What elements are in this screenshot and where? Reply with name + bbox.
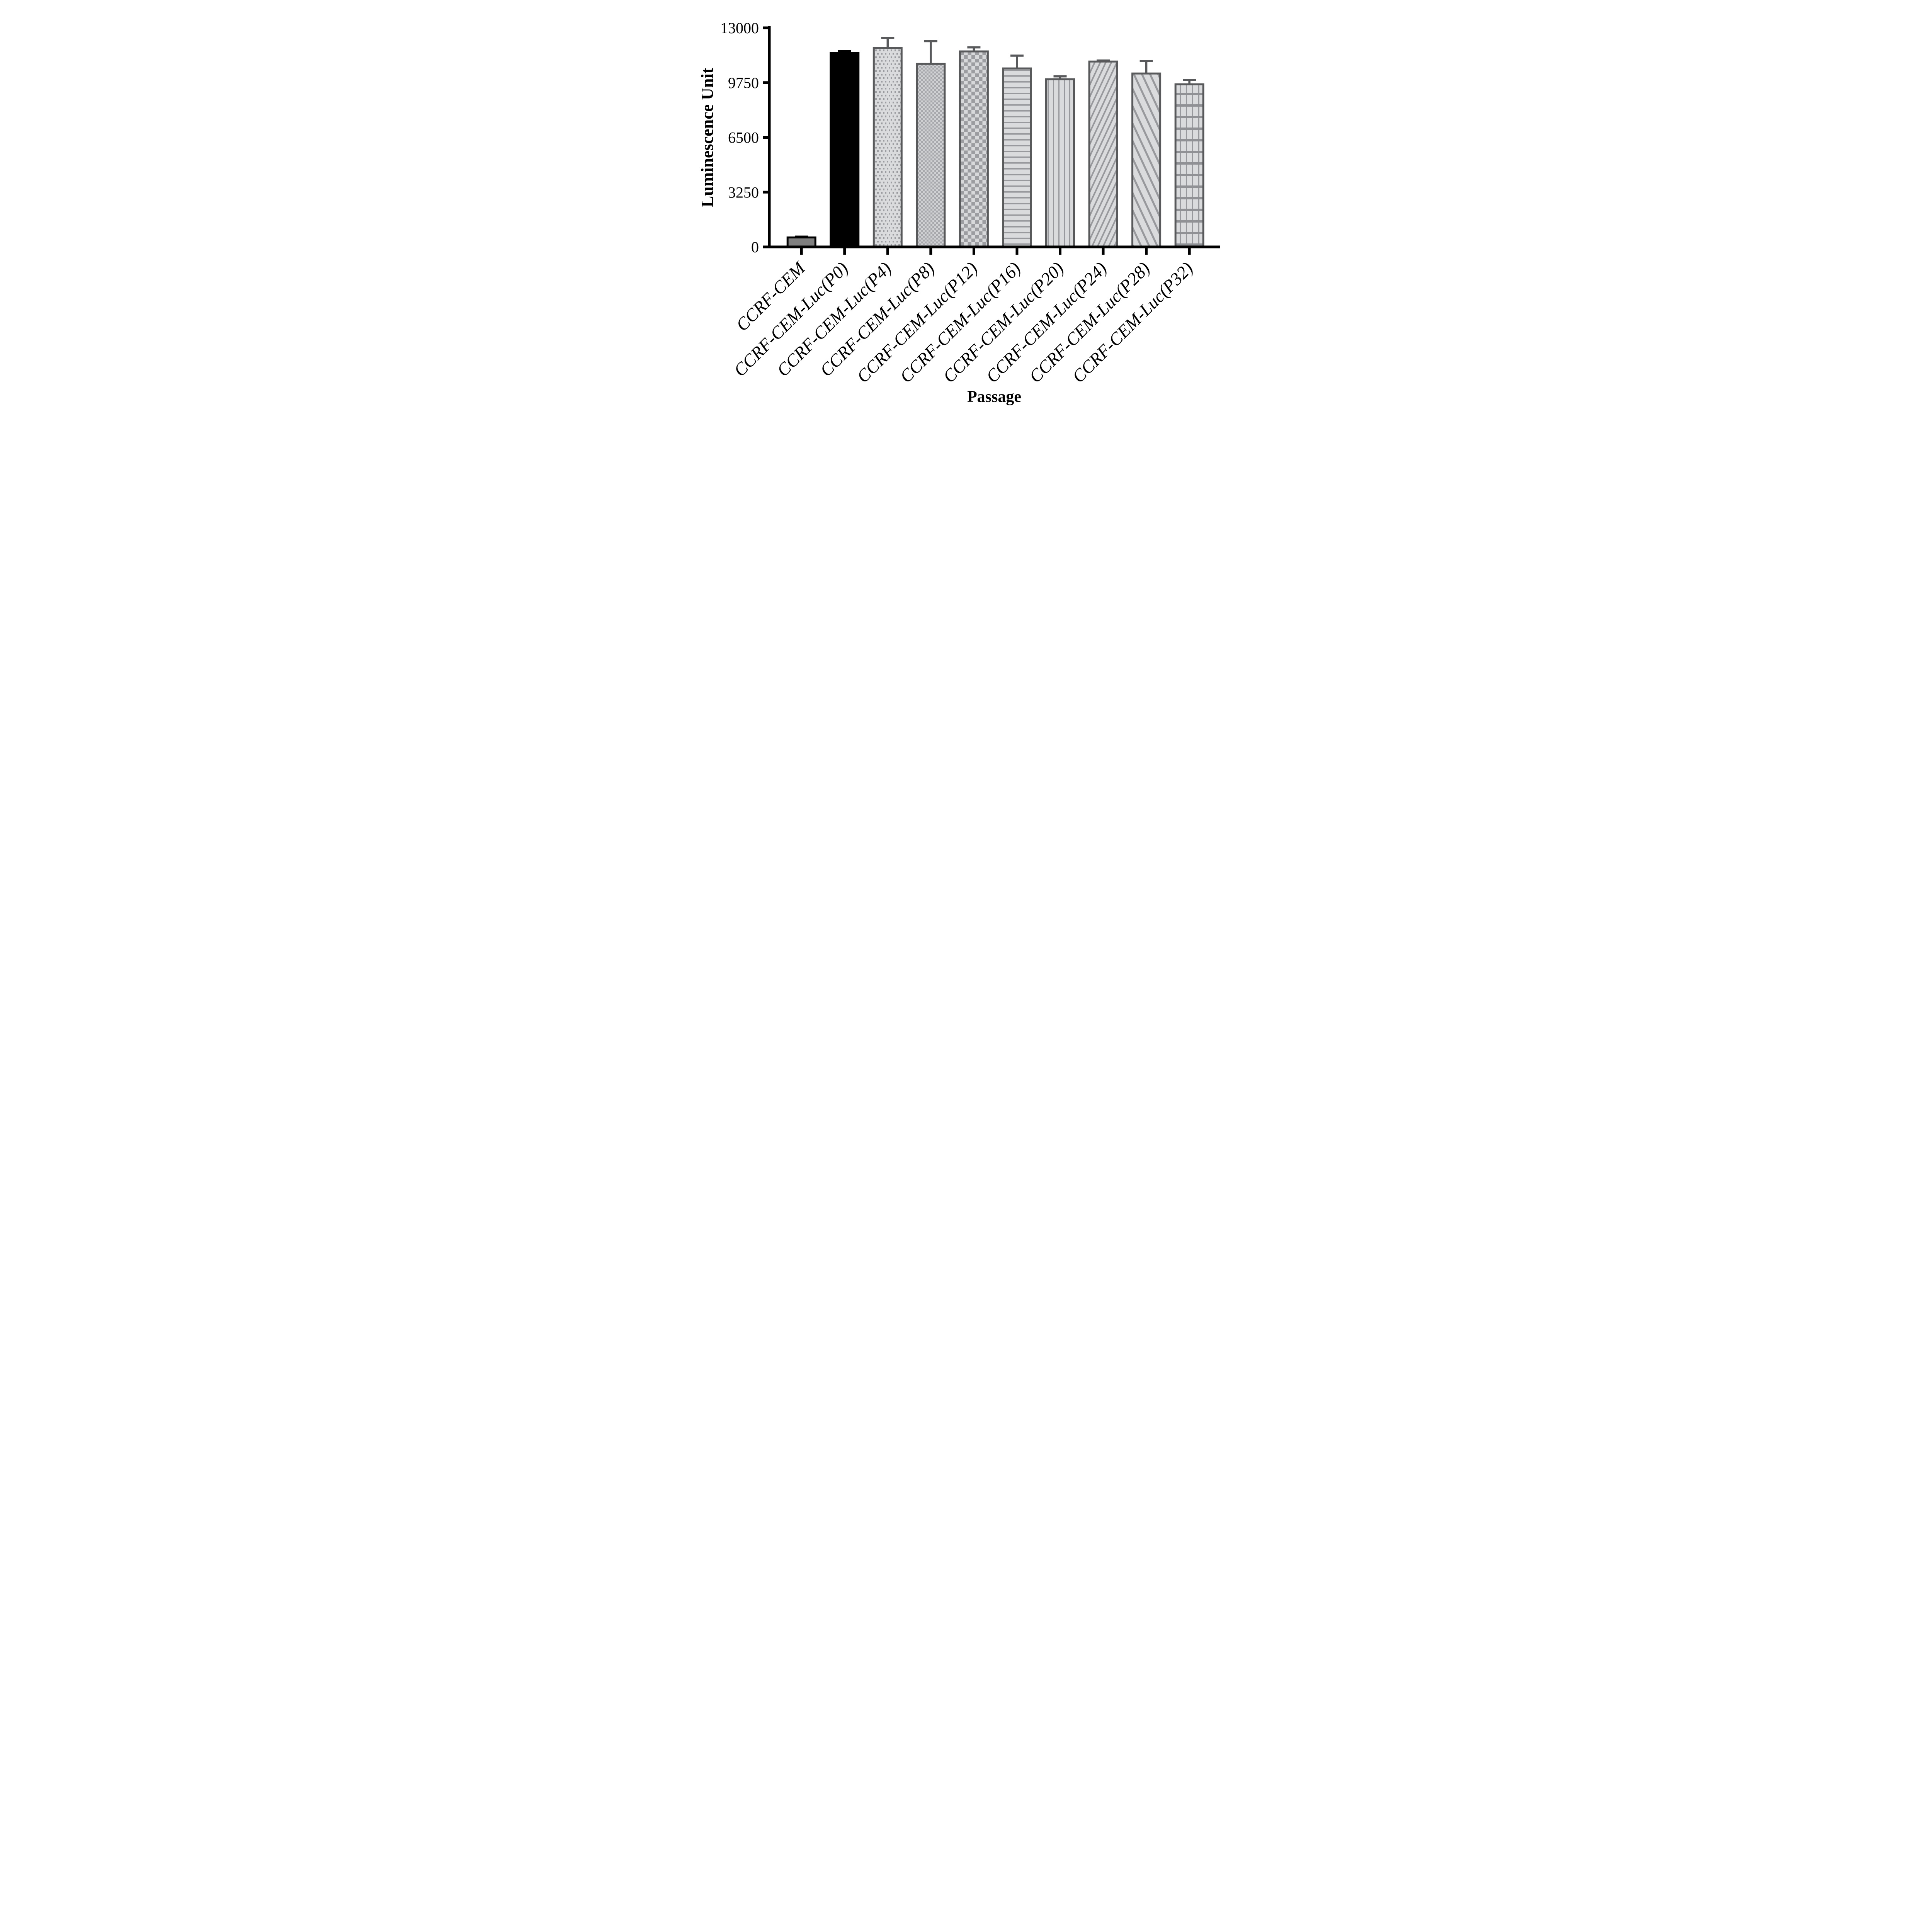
y-tick-label-6500: 6500 (728, 129, 759, 146)
y-tick-label-13000: 13000 (720, 19, 759, 37)
bar-CCRF-CEM-Luc(P12) (959, 50, 989, 248)
bar-CCRF-CEM-Luc(P24) (1088, 60, 1118, 248)
error-bar-caps (795, 37, 1196, 238)
x-axis-ticks (800, 248, 1191, 255)
y-tick-label-3250: 3250 (728, 184, 759, 201)
y-tick-label-9750: 9750 (728, 74, 759, 92)
bar-CCRF-CEM-Luc(P16) (1002, 67, 1032, 248)
y-axis-ticks (763, 26, 769, 248)
bar-CCRF-CEM (786, 236, 816, 248)
figure-page: 0 3250 6500 9750 13000 CCRF-CEM CCRF-CEM-Luc(… (685, 0, 1247, 407)
x-axis-category-labels: CCRF-CEMCCRF-CEM-Luc(P0)CCRF-CEM-Luc(P4)… (730, 257, 1197, 386)
bar-chart: 0 3250 6500 9750 13000 CCRF-CEMCCRF-CEM-Luc(… (698, 19, 1220, 406)
bar-CCRF-CEM-Luc(P4) (872, 47, 903, 248)
y-tick-label-0: 0 (751, 238, 759, 256)
y-axis-tick-labels: 0 3250 6500 9750 13000 (720, 19, 759, 256)
bar-CCRF-CEM-Luc(P32) (1174, 83, 1204, 248)
bar-CCRF-CEM-Luc(P20) (1045, 78, 1075, 248)
error-bar-stems (800, 38, 1190, 238)
x-axis-title: Passage (967, 388, 1021, 406)
bar-CCRF-CEM-Luc(P8) (916, 63, 946, 248)
bar-CCRF-CEM-Luc(P0) (830, 52, 860, 248)
bar-series (786, 47, 1204, 248)
bar-CCRF-CEM-Luc(P28) (1131, 72, 1162, 248)
y-axis-title: Luminescence Unit (698, 68, 717, 207)
